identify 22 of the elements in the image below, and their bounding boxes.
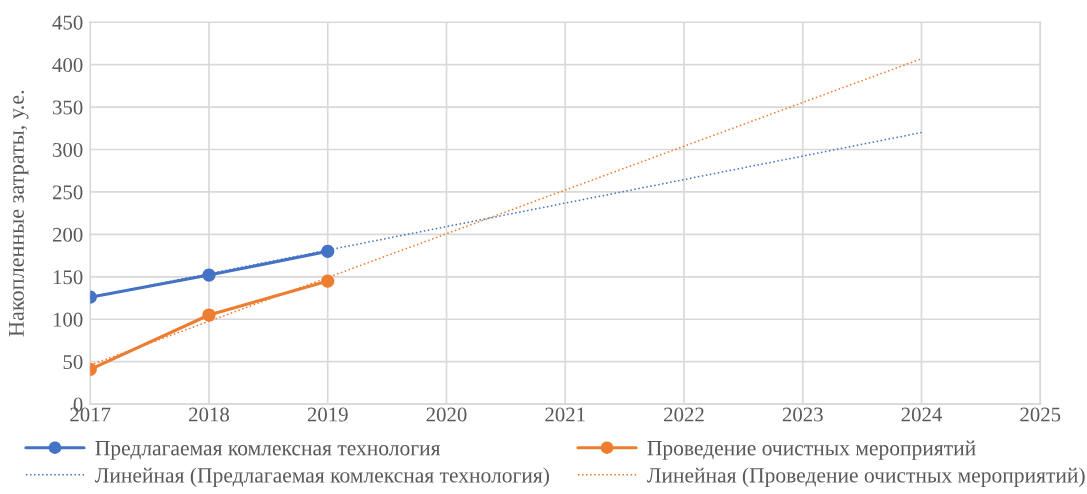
y-tick-label: 300: [53, 142, 83, 157]
y-axis-title: Накопленные затраты, у.е.: [9, 90, 29, 337]
legend-label: Линейная (Предлагаемая комлексная технология): [94, 467, 549, 487]
y-tick-label: 400: [52, 58, 83, 73]
x-tick-label: 2025: [1020, 407, 1061, 422]
y-tick-label: 100: [53, 312, 83, 327]
x-tick-label: 2021: [545, 407, 585, 422]
x-tick-label: 2020: [426, 407, 467, 422]
y-tick-label: 200: [52, 227, 83, 242]
legend-label: Проведение очистных мероприятий: [647, 440, 976, 460]
y-tick-label: 150: [53, 270, 83, 285]
x-tick-label: 2022: [664, 407, 704, 422]
x-tick-label: 2018: [189, 407, 230, 422]
legend-label: Линейная (Проведение очистных мероприятий): [647, 467, 1085, 487]
y-tick-label: 450: [52, 15, 83, 30]
x-tick-label: 2023: [782, 407, 823, 422]
x-tick-label: 2019: [307, 407, 348, 422]
legend-label: Предлагаемая комлексная технология: [95, 441, 441, 460]
y-tick-label: 250: [52, 185, 83, 200]
x-tick-label: 2024: [901, 407, 943, 422]
y-tick-label: 350: [53, 100, 83, 115]
y-tick-label: 50: [63, 355, 83, 370]
